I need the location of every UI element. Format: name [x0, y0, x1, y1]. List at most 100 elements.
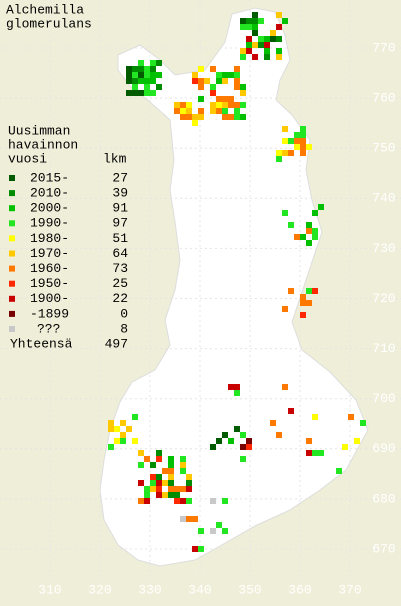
- occurrence-square: [228, 384, 234, 390]
- occurrence-square: [156, 486, 162, 492]
- legend-label: 1900-: [30, 291, 69, 306]
- occurrence-square: [132, 438, 138, 444]
- occurrence-square: [222, 72, 228, 78]
- occurrence-square: [282, 126, 288, 132]
- occurrence-square: [144, 78, 150, 84]
- legend-count: 0: [120, 306, 128, 321]
- occurrence-square: [198, 114, 204, 120]
- occurrence-square: [186, 102, 192, 108]
- occurrence-square: [144, 492, 150, 498]
- legend-swatch: [9, 250, 15, 257]
- y-axis-label: 770: [372, 40, 395, 55]
- occurrence-square: [228, 96, 234, 102]
- occurrence-square: [234, 108, 240, 114]
- legend-count: 64: [112, 246, 128, 261]
- occurrence-square: [198, 528, 204, 534]
- y-axis-label: 670: [372, 541, 395, 556]
- occurrence-square: [138, 462, 144, 468]
- occurrence-square: [150, 462, 156, 468]
- occurrence-square: [174, 486, 180, 492]
- occurrence-square: [210, 498, 216, 504]
- occurrence-square: [264, 48, 270, 54]
- occurrence-square: [168, 462, 174, 468]
- legend-label: ???: [37, 321, 60, 336]
- occurrence-square: [150, 60, 156, 66]
- occurrence-square: [180, 114, 186, 120]
- occurrence-square: [168, 456, 174, 462]
- occurrence-square: [192, 546, 198, 552]
- occurrence-square: [240, 24, 246, 30]
- title: Alchemilla: [6, 2, 84, 17]
- occurrence-square: [180, 486, 186, 492]
- occurrence-square: [168, 474, 174, 480]
- occurrence-square: [180, 108, 186, 114]
- occurrence-square: [240, 90, 246, 96]
- x-axis-label: 320: [88, 582, 111, 597]
- occurrence-square: [294, 138, 300, 144]
- occurrence-square: [192, 516, 198, 522]
- occurrence-square: [300, 300, 306, 306]
- occurrence-square: [186, 498, 192, 504]
- occurrence-square: [246, 42, 252, 48]
- occurrence-square: [138, 66, 144, 72]
- occurrence-square: [156, 84, 162, 90]
- occurrence-square: [132, 66, 138, 72]
- occurrence-square: [126, 426, 132, 432]
- occurrence-square: [240, 444, 246, 450]
- occurrence-square: [300, 150, 306, 156]
- occurrence-square: [210, 108, 216, 114]
- legend-label: 2015-: [30, 170, 69, 185]
- y-axis-label: 720: [372, 291, 395, 306]
- occurrence-square: [360, 420, 366, 426]
- occurrence-square: [252, 30, 258, 36]
- occurrence-square: [258, 36, 264, 42]
- occurrence-square: [186, 486, 192, 492]
- occurrence-square: [198, 78, 204, 84]
- x-axis-label: 360: [288, 582, 311, 597]
- occurrence-square: [138, 78, 144, 84]
- legend-count-header: lkm: [103, 151, 127, 166]
- occurrence-square: [186, 480, 192, 486]
- legend-heading: Uusimman: [8, 123, 70, 138]
- occurrence-square: [222, 498, 228, 504]
- occurrence-square: [192, 78, 198, 84]
- occurrence-square: [312, 234, 318, 240]
- occurrence-square: [240, 114, 246, 120]
- occurrence-square: [144, 456, 150, 462]
- occurrence-square: [180, 498, 186, 504]
- occurrence-square: [306, 144, 312, 150]
- legend-swatch: [9, 310, 15, 317]
- legend-swatch: [9, 280, 15, 287]
- occurrence-square: [306, 240, 312, 246]
- occurrence-square: [192, 120, 198, 126]
- occurrence-square: [198, 546, 204, 552]
- legend-count: 91: [112, 201, 128, 216]
- occurrence-square: [234, 114, 240, 120]
- occurrence-square: [222, 108, 228, 114]
- occurrence-square: [306, 438, 312, 444]
- occurrence-square: [162, 468, 168, 474]
- occurrence-square: [234, 426, 240, 432]
- occurrence-square: [276, 36, 282, 42]
- occurrence-square: [132, 90, 138, 96]
- occurrence-square: [138, 480, 144, 486]
- occurrence-square: [216, 102, 222, 108]
- legend-heading: havainnon: [8, 137, 78, 152]
- occurrence-square: [234, 66, 240, 72]
- occurrence-square: [150, 486, 156, 492]
- occurrences: [108, 12, 366, 552]
- legend-label: 2000-: [30, 201, 69, 216]
- occurrence-square: [246, 444, 252, 450]
- occurrence-square: [156, 456, 162, 462]
- occurrence-square: [156, 480, 162, 486]
- legend-swatch: [9, 190, 15, 197]
- occurrence-square: [246, 48, 252, 54]
- occurrence-square: [288, 222, 294, 228]
- occurrence-square: [150, 90, 156, 96]
- occurrence-square: [252, 12, 258, 18]
- legend-label: -1899: [30, 306, 69, 321]
- occurrence-square: [234, 78, 240, 84]
- occurrence-square: [186, 474, 192, 480]
- occurrence-square: [150, 72, 156, 78]
- occurrence-square: [318, 450, 324, 456]
